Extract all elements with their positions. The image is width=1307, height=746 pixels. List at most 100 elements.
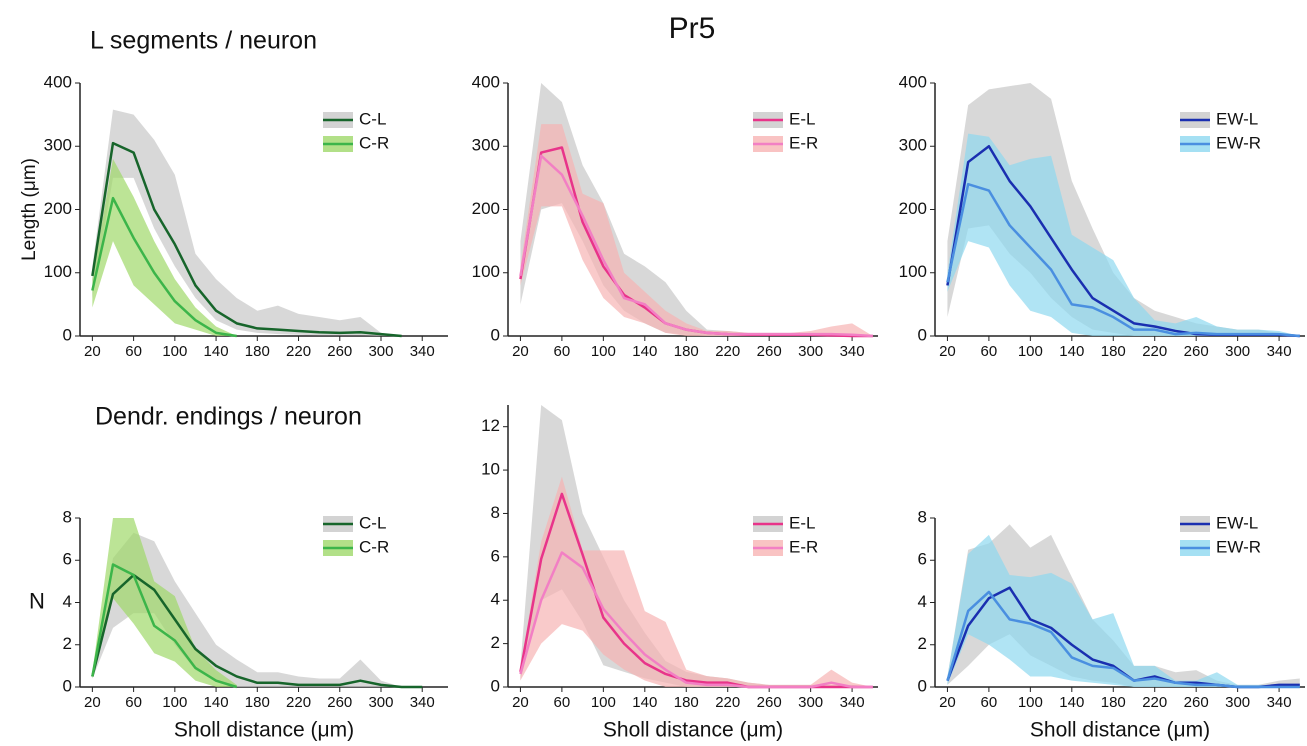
x-tick-label: 20 [84, 343, 101, 360]
y-tick-label: 200 [472, 199, 500, 218]
legend-label: E-L [789, 109, 815, 128]
band [520, 476, 873, 687]
legend-label: C-R [359, 133, 389, 152]
y-tick-label: 8 [491, 503, 500, 522]
y-tick-label: 300 [899, 136, 927, 155]
x-tick-label: 260 [757, 694, 782, 711]
y-tick-label: 8 [918, 507, 927, 526]
x-tick-label: 300 [798, 694, 823, 711]
x-tick-label: 260 [1184, 694, 1209, 711]
y-tick-label: 400 [899, 72, 927, 91]
y-tick-label: 6 [491, 546, 500, 565]
x-tick-label: 140 [1059, 343, 1084, 360]
x-tick-label: 300 [368, 694, 393, 711]
y-tick-label: 4 [63, 592, 72, 611]
x-tick-label: 60 [981, 343, 998, 360]
y-tick-label: 0 [63, 676, 72, 695]
series-line [519, 154, 873, 338]
band [947, 133, 1300, 336]
y-tick-label: 0 [491, 325, 500, 344]
x-tick-label: 100 [1018, 343, 1043, 360]
x-tick-label: 60 [554, 694, 571, 711]
figure-title: Pr5 [669, 12, 716, 45]
y-axis-label: Length (μm) [19, 158, 40, 261]
x-tick-label: 180 [245, 694, 270, 711]
y-axis-label: N [29, 588, 45, 613]
legend-label: E-R [789, 133, 818, 152]
x-tick-label: 140 [632, 343, 657, 360]
x-tick-label: 140 [204, 343, 229, 360]
x-tick-label: 60 [981, 694, 998, 711]
x-tick-label: 220 [715, 694, 740, 711]
series-line [91, 196, 237, 338]
y-tick-label: 2 [491, 633, 500, 652]
y-tick-label: 4 [491, 590, 500, 609]
x-tick-label: 180 [1101, 343, 1126, 360]
x-tick-label: 340 [840, 694, 865, 711]
x-tick-label: 20 [512, 694, 529, 711]
x-tick-label: 140 [632, 694, 657, 711]
series-line [91, 141, 402, 338]
x-tick-label: 20 [512, 343, 529, 360]
legend-label: C-L [359, 513, 386, 532]
row-title: L segments / neuron [90, 27, 317, 55]
x-tick-label: 100 [591, 343, 616, 360]
y-tick-label: 8 [63, 507, 72, 526]
x-tick-label: 60 [125, 343, 142, 360]
x-tick-label: 220 [1142, 694, 1167, 711]
y-tick-label: 12 [481, 416, 500, 435]
x-tick-label: 300 [1225, 343, 1250, 360]
x-tick-label: 20 [939, 694, 956, 711]
x-tick-label: 260 [327, 343, 352, 360]
x-tick-label: 340 [410, 694, 435, 711]
x-tick-label: 180 [674, 343, 699, 360]
y-tick-label: 6 [918, 550, 927, 569]
y-tick-label: 2 [63, 634, 72, 653]
x-tick-label: 300 [1225, 694, 1250, 711]
y-tick-label: 0 [491, 676, 500, 695]
band [520, 124, 873, 336]
x-axis-label: Sholl distance (μm) [1030, 719, 1210, 742]
legend-label: EW-L [1216, 513, 1258, 532]
y-tick-label: 100 [899, 262, 927, 281]
x-tick-label: 100 [162, 343, 187, 360]
series-line [946, 590, 1300, 689]
x-tick-label: 100 [1018, 694, 1043, 711]
x-tick-label: 100 [162, 694, 187, 711]
y-tick-label: 6 [63, 550, 72, 569]
y-tick-label: 2 [918, 634, 927, 653]
y-tick-label: 0 [918, 325, 927, 344]
x-tick-label: 260 [327, 694, 352, 711]
x-tick-label: 180 [674, 694, 699, 711]
y-tick-label: 400 [472, 72, 500, 91]
y-tick-label: 300 [472, 136, 500, 155]
x-axis-label: Sholl distance (μm) [174, 719, 354, 742]
x-tick-label: 220 [286, 694, 311, 711]
y-tick-label: 100 [472, 262, 500, 281]
band [92, 109, 402, 336]
legend-label: C-L [359, 109, 386, 128]
series-line [91, 573, 423, 689]
x-tick-label: 100 [591, 694, 616, 711]
y-tick-label: 100 [44, 262, 72, 281]
x-axis-label: Sholl distance (μm) [603, 719, 783, 742]
legend-label: E-L [789, 513, 815, 532]
legend-label: EW-L [1216, 109, 1258, 128]
x-tick-label: 340 [1267, 694, 1292, 711]
x-tick-label: 60 [125, 694, 142, 711]
x-tick-label: 220 [715, 343, 740, 360]
x-tick-label: 340 [410, 343, 435, 360]
legend-label: EW-R [1216, 537, 1261, 556]
legend-label: C-R [359, 537, 389, 556]
row-title: Dendr. endings / neuron [95, 403, 362, 431]
band [947, 534, 1300, 687]
x-tick-label: 260 [1184, 343, 1209, 360]
series-line [519, 551, 873, 689]
y-tick-label: 300 [44, 136, 72, 155]
x-tick-label: 220 [1142, 343, 1167, 360]
x-tick-label: 140 [1059, 694, 1084, 711]
legend-label: E-R [789, 537, 818, 556]
y-tick-label: 200 [899, 199, 927, 218]
legend-label: EW-R [1216, 133, 1261, 152]
